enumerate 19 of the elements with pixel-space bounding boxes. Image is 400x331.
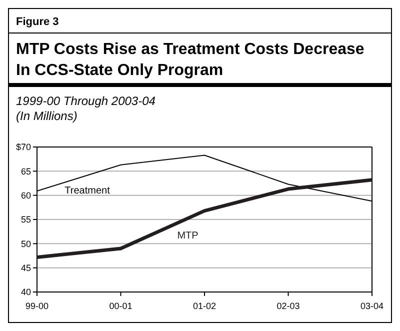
y-tick-label: 40: [20, 287, 31, 298]
series-label: MTP: [177, 230, 199, 242]
caption: Figure 3: [16, 16, 59, 28]
y-tick-label: 60: [20, 190, 31, 200]
x-tick-label: 03-04: [360, 301, 384, 311]
line-series: [35, 178, 374, 259]
x-tick-label: 00-01: [109, 301, 132, 311]
y-tick-label: $70: [16, 142, 31, 152]
series-label: Treatment: [64, 185, 110, 196]
y-tick-label: 45: [20, 262, 31, 273]
y-tick-label: 50: [20, 238, 31, 249]
x-tick-label: 99-00: [25, 301, 49, 311]
x-tick-label: 01-02: [192, 301, 216, 311]
y-tick-label: 65: [20, 166, 31, 176]
chart-title: MTP Costs Rise as Treatment Costs Decrease In CCS-State Only Program: [16, 41, 364, 79]
x-tick-label: 02-03: [276, 301, 300, 311]
chart-subtitle: 1999-00 Through 2003-04: [16, 94, 156, 108]
y-axis-title: (In Millions): [16, 109, 78, 123]
y-tick-label: 55: [20, 214, 31, 225]
